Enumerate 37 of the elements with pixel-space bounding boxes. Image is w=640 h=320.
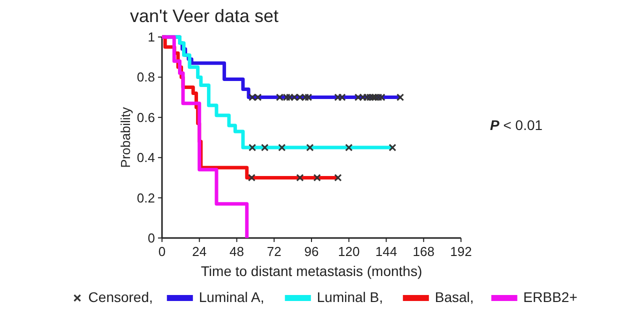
point: [260, 144, 269, 152]
y-tick-label: 0.8: [136, 70, 155, 85]
point: [313, 174, 321, 182]
point: [338, 94, 346, 102]
x-tick-label: 168: [412, 244, 434, 259]
point: [396, 94, 404, 102]
x-axis-title: Time to distant metastasis (months): [200, 263, 422, 279]
legend-label: ERBB2+: [523, 289, 578, 305]
x-tick-label: 0: [158, 244, 166, 259]
legend-label: Luminal B,: [316, 289, 384, 305]
point: [334, 94, 342, 102]
y-axis-title: Probability: [118, 106, 133, 168]
legend-label: Basal,: [434, 289, 474, 305]
x-tick-label: 72: [266, 244, 282, 259]
x-tick-label: 120: [338, 244, 360, 259]
point: [334, 174, 342, 182]
point: [248, 144, 256, 152]
x-tick-label: 144: [375, 244, 398, 259]
y-tick-label: 1: [148, 30, 155, 44]
point: [306, 144, 314, 152]
chart-title: van't Veer data set: [130, 6, 279, 26]
y-tick-label: 0.6: [136, 110, 155, 125]
y-tick-label: 0.4: [136, 150, 155, 166]
legend-label: Luminal A,: [198, 289, 264, 305]
x-tick-label: 96: [304, 244, 319, 259]
point: [278, 144, 286, 152]
point: [345, 144, 353, 152]
x-tick-label: 24: [192, 244, 207, 259]
y-tick-label: 0: [148, 230, 155, 246]
x-tick-label: 192: [450, 244, 472, 259]
legend-label: Censored,: [88, 289, 153, 305]
text: P < 0.01: [490, 117, 543, 133]
y-tick-label: 0.2: [136, 190, 155, 206]
x-tick-label: 48: [230, 244, 244, 259]
point: [388, 144, 396, 152]
point: [296, 174, 304, 182]
point: [248, 174, 256, 182]
